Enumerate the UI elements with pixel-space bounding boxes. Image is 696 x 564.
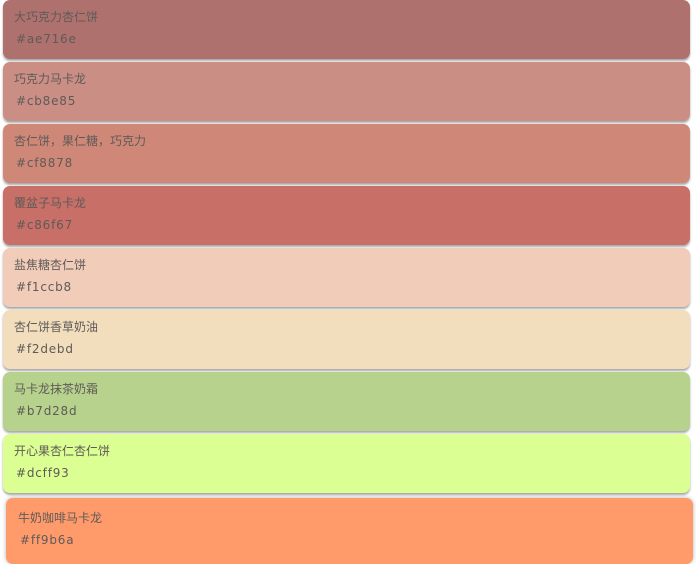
color-name: 覆盆子马卡龙 bbox=[14, 196, 87, 210]
color-card[interactable]: 开心果杏仁杏仁饼 #dcff93 bbox=[3, 434, 690, 493]
color-hex: #cb8e85 bbox=[16, 94, 77, 108]
color-name: 杏仁饼，果仁糖，巧克力 bbox=[14, 134, 147, 148]
color-name: 盐焦糖杏仁饼 bbox=[14, 258, 87, 272]
color-hex: #ff9b6a bbox=[20, 533, 75, 547]
color-hex: #b7d28d bbox=[16, 404, 78, 418]
color-card[interactable]: 杏仁饼香草奶油 #f2debd bbox=[3, 310, 690, 369]
color-name: 牛奶咖啡马卡龙 bbox=[18, 511, 103, 525]
color-name: 马卡龙抹茶奶霜 bbox=[14, 382, 99, 396]
color-hex: #cf8878 bbox=[16, 156, 74, 170]
color-card[interactable]: 盐焦糖杏仁饼 #f1ccb8 bbox=[3, 248, 690, 307]
color-name: 开心果杏仁杏仁饼 bbox=[14, 444, 111, 458]
color-card[interactable]: 大巧克力杏仁饼 #ae716e bbox=[3, 0, 690, 59]
color-card[interactable]: 覆盆子马卡龙 #c86f67 bbox=[3, 186, 690, 245]
color-hex: #f1ccb8 bbox=[16, 280, 72, 294]
color-card[interactable]: 牛奶咖啡马卡龙 #ff9b6a bbox=[6, 498, 693, 564]
color-hex: #c86f67 bbox=[16, 218, 74, 232]
color-card[interactable]: 马卡龙抹茶奶霜 #b7d28d bbox=[3, 372, 690, 431]
color-hex: #f2debd bbox=[16, 342, 74, 356]
color-card[interactable]: 杏仁饼，果仁糖，巧克力 #cf8878 bbox=[3, 124, 690, 183]
color-hex: #ae716e bbox=[16, 32, 77, 46]
color-hex: #dcff93 bbox=[16, 466, 70, 480]
color-card[interactable]: 巧克力马卡龙 #cb8e85 bbox=[3, 62, 690, 121]
color-name: 巧克力马卡龙 bbox=[14, 72, 87, 86]
color-name: 杏仁饼香草奶油 bbox=[14, 320, 99, 334]
color-name: 大巧克力杏仁饼 bbox=[14, 10, 99, 24]
